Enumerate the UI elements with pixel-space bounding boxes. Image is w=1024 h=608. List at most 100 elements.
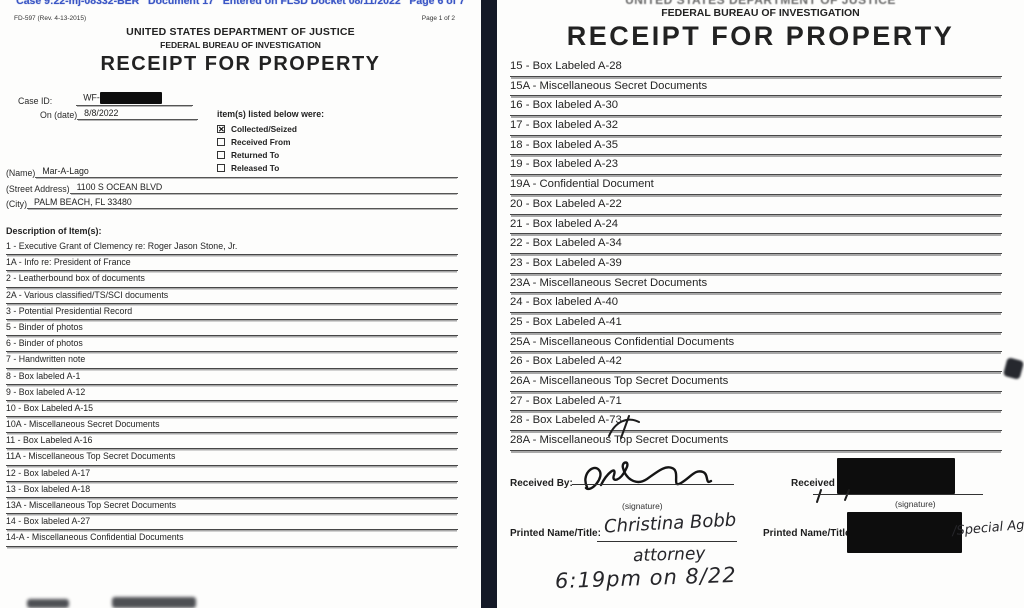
list-item: 11 - Box Labeled A-16 — [6, 433, 458, 450]
received-from-signature-line — [813, 494, 983, 495]
checkbox-label: Collected/Seized — [231, 123, 297, 134]
list-item: 13A - Miscellaneous Top Secret Documents — [6, 498, 458, 515]
received-from-label: Received From: — [791, 478, 867, 489]
handwritten-printed-name: Christina Bobb — [603, 509, 737, 538]
checkbox-label: Returned To — [231, 149, 280, 160]
received-by-label: Received By: — [510, 478, 573, 489]
description-heading: Description of Item(s): — [6, 226, 102, 236]
list-item: 1A - Info re: President of France — [6, 255, 458, 272]
list-item: 6 - Binder of photos — [6, 336, 458, 353]
date-row: On (date) 8/8/2022 — [40, 108, 198, 120]
checkbox-unchecked[interactable] — [217, 150, 225, 159]
city-label: (City) — [6, 199, 28, 209]
list-item: 9 - Box labeled A-12 — [6, 385, 458, 401]
ink-smudge — [27, 599, 69, 608]
case-id-value: WF- — [83, 92, 100, 103]
redaction-box-received-from-signature — [837, 458, 955, 494]
checkbox-unchecked[interactable] — [217, 163, 225, 172]
list-item: 2 - Leatherbound box of documents — [6, 271, 458, 288]
item-list-page1: 1 - Executive Grant of Clemency re: Roge… — [6, 239, 458, 547]
checkbox-row: Returned To — [217, 148, 297, 161]
checkbox-unchecked[interactable] — [217, 137, 225, 146]
list-item: 23 - Box Labeled A-39 — [510, 254, 1002, 274]
handwritten-time-note: 6:19pm on 8/22 — [554, 562, 737, 594]
redaction-box-printed-name — [847, 512, 962, 553]
list-item: 21 - Box labeled A-24 — [510, 215, 1002, 235]
checkbox-checked[interactable]: ✕ — [217, 124, 225, 134]
list-item: 14-A - Miscellaneous Confidential Docume… — [6, 530, 458, 547]
receipt-page-2: UNITED STATES DEPARTMENT OF JUSTICE FEDE… — [497, 0, 1024, 608]
ink-smudge — [112, 597, 196, 608]
list-item: 15 - Box Labeled A-28 — [510, 57, 1002, 77]
list-item: 24 - Box labeled A-40 — [510, 293, 1002, 313]
received-by-signature — [584, 461, 713, 491]
list-item: 19 - Box labeled A-23 — [510, 155, 1002, 176]
item-list-page2: 15 - Box Labeled A-28 15A - Miscellaneous… — [510, 57, 1002, 451]
received-by-signature-line — [572, 484, 734, 485]
list-item: 10 - Box Labeled A-15 — [6, 401, 458, 418]
street-row: (Street Address) 1100 S OCEAN BLVD — [6, 182, 458, 194]
street-label: (Street Address) — [6, 184, 70, 194]
case-id-label: Case ID: — [18, 96, 53, 106]
form-number: FD-597 (Rev. 4-13-2015) — [14, 15, 87, 22]
list-item: 11A - Miscellaneous Top Secret Documents — [6, 449, 458, 466]
printed-name-line — [597, 541, 737, 542]
list-item: 3 - Potential Presidential Record — [6, 304, 458, 320]
checkbox-row: Received From — [217, 135, 297, 148]
checkbox-list: ✕ Collected/Seized Received From Returned T… — [217, 122, 297, 174]
list-item: 20 - Box Labeled A-22 — [510, 195, 1002, 215]
page-number: Page 1 of 2 — [421, 15, 455, 22]
printed-name-label-left: Printed Name/Title: — [510, 528, 601, 539]
handwritten-title: attorney — [632, 543, 706, 567]
list-item: 23A - Miscellaneous Secret Documents — [510, 274, 1002, 294]
list-item: 25 - Box Labeled A-41 — [510, 313, 1002, 333]
checkbox-row: Released To — [217, 161, 297, 174]
case-id-line: WF- — [76, 92, 193, 106]
list-item: 28A - Miscellaneous Top Secret Documents — [510, 431, 1002, 451]
list-item: 26A - Miscellaneous Top Secret Documents — [510, 372, 1002, 392]
street-value: 1100 S OCEAN BLVD — [69, 182, 458, 194]
checkbox-label: Released To — [231, 162, 280, 173]
list-item: 28 - Box Labeled A-73 — [510, 411, 1002, 432]
list-item: 8 - Box labeled A-1 — [6, 369, 458, 385]
department-heading: UNITED STATES DEPARTMENT OF JUSTICE — [126, 26, 355, 38]
list-item: 12 - Box labeled A-17 — [6, 466, 458, 482]
signature-caption: (signature) — [895, 499, 936, 509]
list-item: 22 - Box Labeled A-34 — [510, 234, 1002, 254]
items-intro-label: item(s) listed below were: — [217, 109, 325, 119]
list-item: 19A - Confidential Document — [510, 175, 1002, 195]
name-row: (Name) Mar-A-Lago — [6, 166, 458, 178]
checkbox-label: Received From — [231, 136, 291, 147]
list-item: 18 - Box labeled A-35 — [510, 136, 1002, 156]
signature-pen-strokes — [816, 489, 850, 503]
redaction-box-case-id — [99, 92, 162, 104]
city-row: (City) PALM BEACH, FL 33480 — [6, 197, 458, 209]
department-heading-clipped: UNITED STATES DEPARTMENT OF JUSTICE — [625, 0, 896, 7]
case-id-row: Case ID: WF- — [18, 92, 193, 106]
city-value: PALM BEACH, FL 33480 — [27, 197, 458, 209]
handwritten-insert-mark — [608, 415, 640, 439]
page-title: RECEIPT FOR PROPERTY — [100, 53, 381, 75]
list-item: 14 - Box labeled A-27 — [6, 514, 458, 531]
bureau-heading: FEDERAL BUREAU OF INVESTIGATION — [661, 7, 860, 19]
date-label: On (date) — [40, 110, 78, 120]
printed-name-label-right: Printed Name/Title: — [763, 528, 854, 539]
list-item: 27 - Box Labeled A-71 — [510, 392, 1002, 412]
list-item: 5 - Binder of photos — [6, 320, 458, 337]
list-item: 10A - Miscellaneous Secret Documents — [6, 417, 458, 434]
list-item: 7 - Handwritten note — [6, 352, 458, 369]
list-item: 26 - Box Labeled A-42 — [510, 352, 1002, 372]
name-label: (Name) — [6, 168, 36, 178]
list-item: 2A - Various classified/TS/SCI documents — [6, 288, 458, 304]
list-item: 15A - Miscellaneous Secret Documents — [510, 77, 1002, 97]
page-title: RECEIPT FOR PROPERTY — [566, 21, 955, 51]
handwritten-special-agent: /Special Agent — [951, 515, 1024, 540]
date-value: 8/8/2022 — [77, 108, 198, 120]
receipt-page-1: Case 9:22-mj-08332-BER Document 17 Enter… — [0, 0, 481, 608]
list-item: 13 - Box labeled A-18 — [6, 482, 458, 498]
name-value: Mar-A-Lago — [35, 166, 458, 178]
court-docket-header: Case 9:22-mj-08332-BER Document 17 Enter… — [16, 0, 465, 7]
list-item: 17 - Box labeled A-32 — [510, 116, 1002, 136]
list-item: 1 - Executive Grant of Clemency re: Roge… — [6, 239, 458, 256]
list-item: 16 - Box labeled A-30 — [510, 96, 1002, 117]
